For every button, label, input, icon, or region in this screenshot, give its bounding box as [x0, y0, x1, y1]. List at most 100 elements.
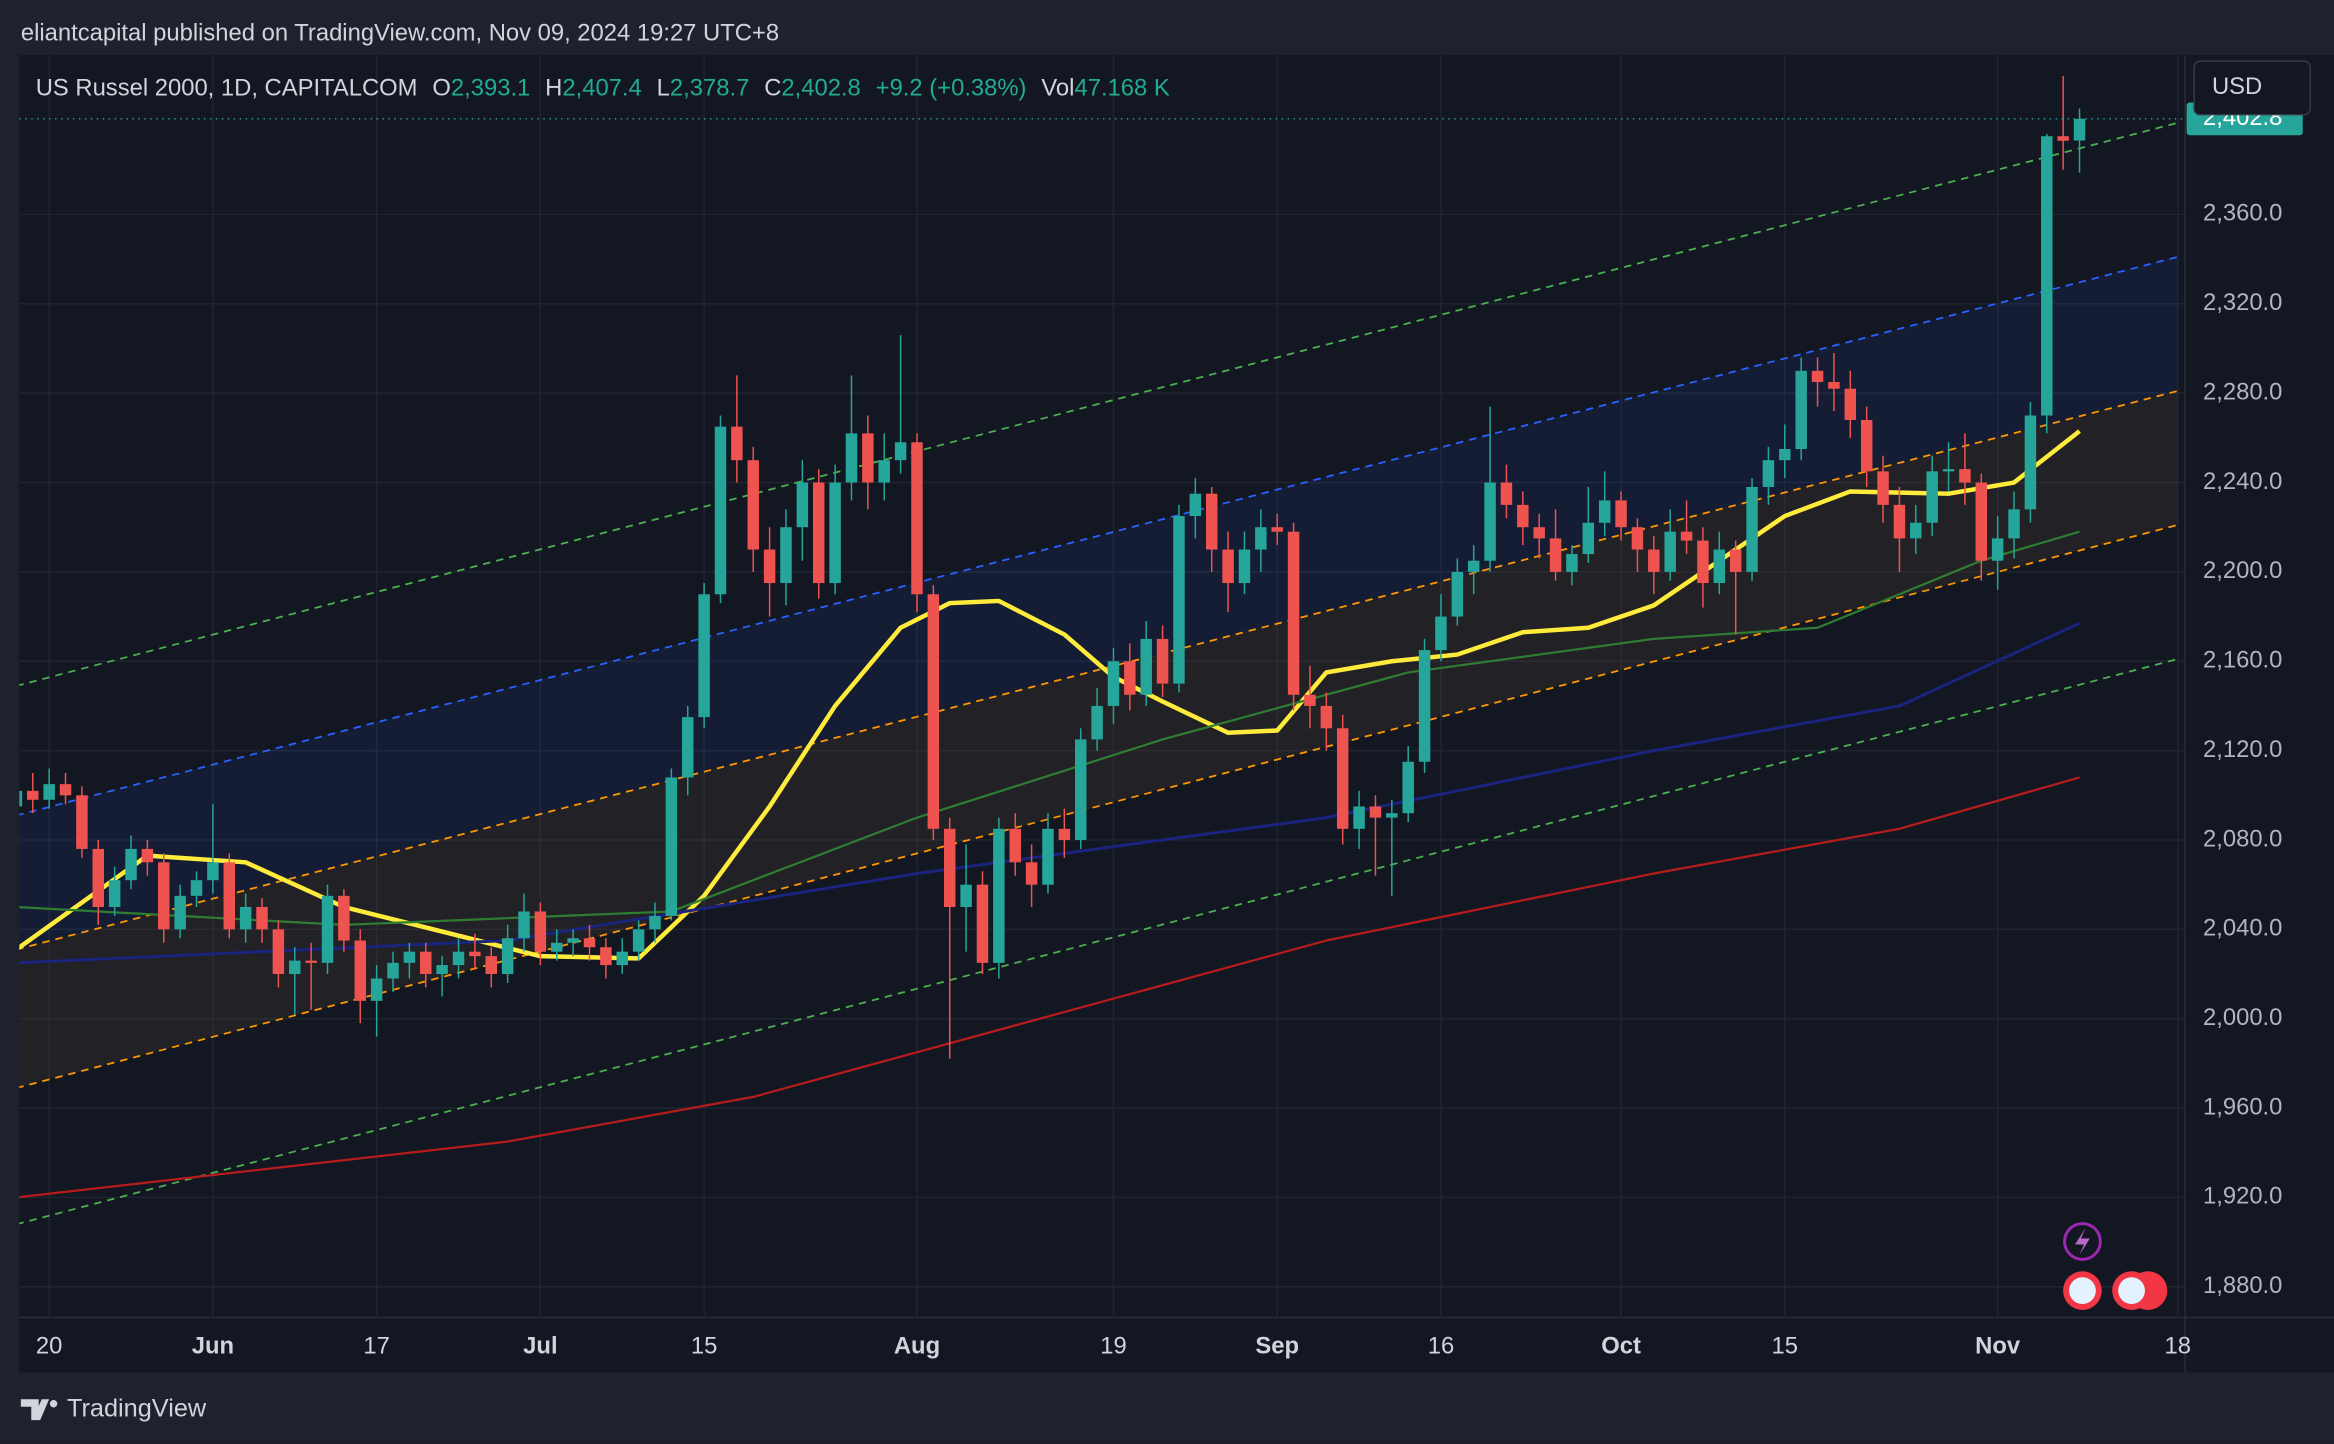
y-tick-label: 1,880.0 [2203, 1272, 2282, 1299]
candle-body [436, 965, 448, 975]
candle-body [1942, 469, 1955, 472]
candle-body [1844, 388, 1857, 420]
x-tick-label: 15 [691, 1332, 717, 1359]
candle-body [1631, 527, 1644, 550]
candle-body [1762, 460, 1775, 487]
candle-body [1926, 471, 1938, 523]
candle-body [714, 426, 727, 595]
candle-body [321, 895, 334, 963]
moving-average [19, 530, 2080, 926]
candle-body [1893, 504, 1906, 539]
candle-body [403, 951, 416, 963]
candle-body [1811, 370, 1824, 382]
x-tick-label: Nov [1975, 1332, 2021, 1359]
legend-item: O [432, 75, 451, 102]
candle-body [1124, 661, 1136, 695]
candle-body [1500, 482, 1513, 505]
candle-body [1156, 638, 1169, 684]
candle-body [1779, 449, 1791, 461]
plot-area [19, 55, 2186, 1318]
legend-item: 2,407.4 [562, 75, 641, 102]
candle-body [1991, 538, 2004, 561]
candle-body [1697, 540, 1709, 584]
x-tick-label: Aug [894, 1332, 940, 1359]
candle-body [1746, 486, 1758, 572]
candle-body [1484, 482, 1496, 561]
candle-body [1287, 531, 1300, 695]
candle-body [239, 907, 252, 930]
candle-body [125, 848, 137, 881]
candle-body [2073, 118, 2086, 141]
x-tick-label: 17 [363, 1332, 389, 1359]
candle-body [190, 880, 203, 896]
candle-body [780, 527, 792, 584]
candle-body [1238, 549, 1251, 584]
candle-body [370, 978, 383, 1001]
candle-body [289, 960, 301, 975]
plot [19, 75, 2186, 1225]
event-icon [2074, 1228, 2090, 1255]
candle-body [976, 884, 989, 963]
candle-body [600, 947, 612, 966]
candle-body [1402, 761, 1414, 814]
candle-body [158, 862, 170, 930]
published: eliantcapital published on TradingView.c… [21, 20, 779, 47]
legend-item: US Russel 2000, 1D, CAPITALCOM [36, 75, 418, 102]
candle-body [1533, 527, 1545, 539]
candle-body [1042, 828, 1054, 885]
candle-body [1795, 370, 1807, 450]
currency-box[interactable] [2193, 60, 2311, 116]
y-tick-label: 1,920.0 [2203, 1183, 2282, 1210]
channel-line [19, 121, 2179, 686]
candle-body [911, 442, 923, 595]
legend-item: +9.2 (+0.38%) [876, 75, 1027, 102]
candle-body [616, 951, 628, 966]
price-axis [2185, 55, 2334, 1318]
events [2063, 1222, 2168, 1310]
candle-body [1353, 806, 1365, 829]
channel-line [19, 524, 2179, 1089]
y-tick-label: 1,960.0 [2203, 1093, 2282, 1120]
y-tick-label: 2,280.0 [2203, 378, 2282, 405]
channel-band [19, 256, 2178, 949]
currency-button[interactable]: USD [2193, 60, 2311, 116]
candle-body [19, 790, 23, 807]
candle-body [960, 884, 972, 908]
candle-body [813, 482, 825, 584]
y-tick-label: 2,360.0 [2203, 200, 2282, 227]
y-tick-label: 2,320.0 [2203, 289, 2282, 316]
candle-body [27, 790, 39, 800]
x-tick-label: Jun [192, 1332, 234, 1359]
candle-body [2041, 136, 2053, 416]
candle-body [223, 862, 235, 930]
event-icon [2118, 1277, 2145, 1305]
y-tick-label: 2,120.0 [2203, 736, 2282, 763]
candle-body [1517, 504, 1529, 528]
candle-body [1664, 531, 1676, 572]
candle-body [583, 938, 596, 948]
time-axis [19, 1317, 2334, 1373]
legend-item: H [545, 75, 562, 102]
candle-body [1058, 828, 1071, 840]
candle-body [551, 942, 563, 952]
axes: 1,880.0 1,920.0 1,960.0 2,000.0 2,040.0 2,080… [36, 102, 2303, 1359]
candle-body [354, 940, 366, 1001]
y-tick-label: 2,200.0 [2203, 557, 2282, 584]
candle-body [2008, 509, 2020, 539]
channel-line [19, 390, 2179, 950]
candle-body [993, 828, 1005, 963]
brand: TradingView [67, 1394, 207, 1422]
x-tick-label: 18 [2165, 1332, 2191, 1359]
currency[interactable]: USD [2212, 73, 2262, 100]
y-tick-label: 2,000.0 [2203, 1004, 2282, 1031]
candle-body [1828, 381, 1840, 389]
candle-body [878, 460, 890, 483]
candle-body [1680, 531, 1693, 541]
candle-body [272, 929, 285, 975]
candle-body [2057, 136, 2069, 141]
candle-body [1140, 638, 1152, 695]
x-tick-label: 15 [1772, 1332, 1798, 1359]
candle-body [1451, 571, 1464, 617]
legend-item: 2,402.8 [781, 75, 860, 102]
